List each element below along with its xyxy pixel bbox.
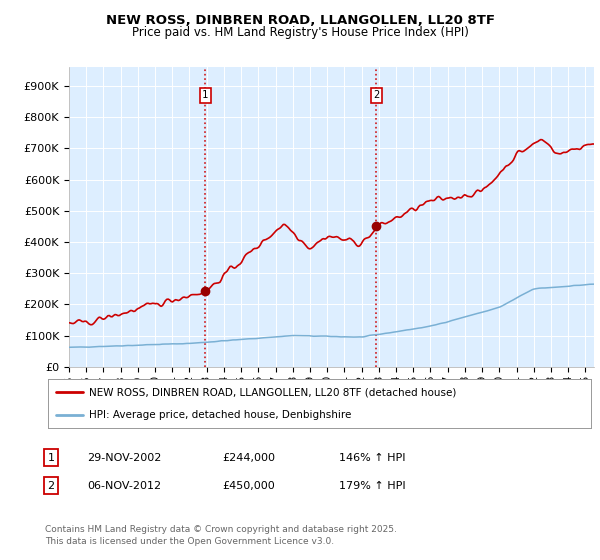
Text: HPI: Average price, detached house, Denbighshire: HPI: Average price, detached house, Denb…	[89, 410, 351, 420]
Text: £244,000: £244,000	[222, 452, 275, 463]
Text: 1: 1	[202, 90, 208, 100]
Text: 29-NOV-2002: 29-NOV-2002	[87, 452, 161, 463]
Text: NEW ROSS, DINBREN ROAD, LLANGOLLEN, LL20 8TF (detached house): NEW ROSS, DINBREN ROAD, LLANGOLLEN, LL20…	[89, 388, 456, 398]
Text: 146% ↑ HPI: 146% ↑ HPI	[339, 452, 406, 463]
Text: £450,000: £450,000	[222, 480, 275, 491]
Text: 1: 1	[47, 452, 55, 463]
Text: 06-NOV-2012: 06-NOV-2012	[87, 480, 161, 491]
Text: Contains HM Land Registry data © Crown copyright and database right 2025.
This d: Contains HM Land Registry data © Crown c…	[45, 525, 397, 546]
Text: 179% ↑ HPI: 179% ↑ HPI	[339, 480, 406, 491]
Text: NEW ROSS, DINBREN ROAD, LLANGOLLEN, LL20 8TF: NEW ROSS, DINBREN ROAD, LLANGOLLEN, LL20…	[106, 14, 494, 27]
Text: 2: 2	[47, 480, 55, 491]
Text: 2: 2	[373, 90, 379, 100]
Text: Price paid vs. HM Land Registry's House Price Index (HPI): Price paid vs. HM Land Registry's House …	[131, 26, 469, 39]
